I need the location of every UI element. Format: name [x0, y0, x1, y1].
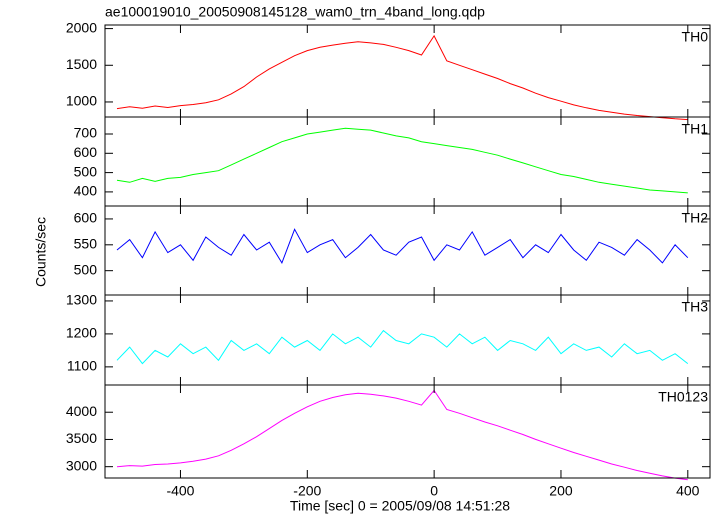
x-tick-label: 400	[676, 483, 700, 499]
y-tick-label: 1000	[66, 93, 97, 109]
chart-title: ae100019010_20050908145128_wam0_trn_4ban…	[105, 4, 485, 20]
panel-label: TH0123	[658, 389, 708, 405]
data-line	[116, 329, 689, 365]
y-axis-label: Counts/sec	[33, 217, 49, 287]
y-tick-label: 550	[74, 236, 98, 252]
data-line	[116, 34, 688, 121]
x-tick-label: 200	[549, 483, 573, 499]
data-line	[116, 228, 689, 265]
y-tick-label: 2000	[66, 19, 97, 35]
y-tick-label: 3000	[66, 457, 97, 473]
y-tick-label: 600	[74, 144, 98, 160]
y-tick-label: 500	[74, 261, 98, 277]
x-tick-label: -200	[293, 483, 321, 499]
x-tick-label: 0	[430, 483, 438, 499]
y-tick-label: 4000	[66, 403, 97, 419]
data-line	[116, 127, 688, 194]
y-tick-label: 700	[74, 125, 98, 141]
data-line	[116, 389, 688, 481]
y-tick-label: 400	[74, 183, 98, 199]
y-tick-label: 1300	[66, 292, 97, 308]
y-tick-label: 1100	[67, 358, 97, 374]
panel-frame	[104, 294, 711, 386]
panel-label: TH0	[682, 29, 709, 45]
panel-frame	[104, 384, 711, 479]
panel-frame	[104, 24, 711, 118]
x-tick-label: -400	[166, 483, 194, 499]
y-tick-label: 1500	[66, 56, 97, 72]
y-tick-label: 3500	[66, 430, 97, 446]
x-axis-label: Time [sec] 0 = 2005/09/08 14:51:28	[290, 498, 510, 514]
panel-label: TH2	[682, 210, 709, 226]
y-tick-label: 500	[74, 163, 98, 179]
y-tick-label: 600	[74, 210, 98, 226]
y-tick-label: 1200	[66, 325, 97, 341]
panel-frame	[104, 116, 711, 207]
panel-frame	[104, 205, 711, 296]
